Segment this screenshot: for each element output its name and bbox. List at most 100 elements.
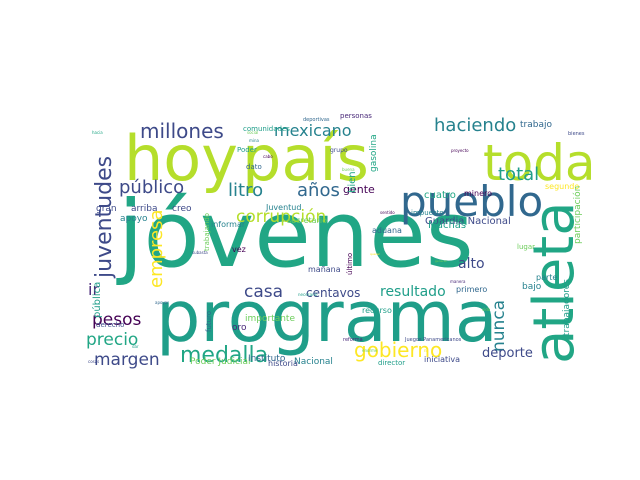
cloud-word: millones [140, 119, 224, 143]
cloud-word: necesario [298, 292, 318, 297]
cloud-word: grupo [330, 147, 348, 154]
cloud-word: juventudes [92, 156, 117, 279]
cloud-word: minero [464, 189, 492, 198]
cloud-word: reforma [343, 337, 363, 343]
cloud-word: manera [450, 279, 466, 284]
cloud-word: lugar [517, 243, 535, 251]
cloud-word: impuesto [411, 209, 444, 217]
cloud-word: casa [244, 282, 283, 302]
cloud-word: medalla [180, 343, 268, 368]
cloud-word: primero [456, 285, 487, 294]
cloud-word: dar [132, 344, 139, 349]
cloud-word: cabo [263, 154, 273, 159]
cloud-word: enorme [362, 348, 378, 353]
cloud-word: sido [482, 307, 491, 312]
cloud-word: país [242, 122, 369, 195]
cloud-word: bienes [568, 131, 585, 137]
cloud-word: historia [268, 359, 298, 368]
cloud-word: gasolina [369, 134, 379, 172]
cloud-word: público [119, 177, 184, 198]
cloud-word: Muchas [428, 220, 466, 231]
cloud-word: nunca [489, 300, 509, 352]
cloud-word: último [346, 253, 354, 275]
cloud-word: Nacional [294, 357, 333, 367]
cloud-word: trabajadores [562, 279, 572, 336]
cloud-word: informar [211, 220, 246, 229]
cloud-word: Instituto [248, 354, 286, 364]
cloud-word: dato [246, 163, 262, 171]
cloud-word: gente [343, 183, 375, 196]
cloud-word: social [247, 130, 258, 135]
cloud-word: mexicano [274, 121, 352, 140]
cloud-word: toda [483, 134, 596, 192]
cloud-word: pesos [92, 310, 142, 330]
cloud-word: oro [232, 323, 247, 333]
cloud-word: bajo [522, 282, 542, 292]
cloud-word: sentido [380, 210, 395, 215]
cloud-word: personas [340, 112, 372, 120]
cloud-word: subasta [192, 250, 208, 255]
cloud-word: vez [232, 245, 246, 254]
cloud-word: trabajando [203, 213, 211, 251]
cloud-word: general [435, 259, 447, 263]
cloud-word: alto [458, 256, 485, 272]
cloud-word: Poder Judicial [190, 357, 250, 367]
cloud-word: hoy [124, 122, 238, 195]
cloud-word: empresa [146, 209, 167, 288]
cloud-word: buena [342, 167, 355, 172]
cloud-word: cosas [88, 359, 99, 364]
cloud-word: programa [156, 276, 498, 358]
cloud-word: apoyo [120, 214, 148, 224]
cloud-word: haciendo [434, 115, 516, 136]
cloud-word: centavos [306, 286, 360, 300]
cloud-word: arriba [131, 204, 158, 214]
cloud-word: mina [249, 138, 260, 143]
cloud-word: iniciativa [424, 355, 460, 364]
cloud-word: precio [86, 330, 138, 350]
cloud-word: Juegos Panamericanos [404, 337, 462, 343]
cloud-word: importante [245, 314, 295, 324]
cloud-word: apoyar [155, 300, 169, 305]
cloud-word: ir [88, 280, 99, 299]
cloud-word: litro [228, 180, 263, 201]
cloud-word: Guardia Nacional [425, 216, 511, 227]
cloud-word: atleta [522, 201, 587, 364]
cloud-word: bien [347, 171, 358, 193]
cloud-word: trabajo [520, 120, 552, 130]
cloud-word: aduana [372, 226, 402, 235]
cloud-word: total [498, 164, 539, 185]
cloud-word: deporte [482, 346, 533, 361]
cloud-word: mañana [308, 265, 341, 274]
cloud-word: recurso [362, 306, 392, 315]
cloud-word: comunidades [243, 125, 290, 133]
cloud-word: participación [572, 186, 583, 244]
cloud-word: derecho [96, 321, 124, 329]
cloud-word: hacia [92, 130, 103, 135]
cloud-word: deportivas [303, 117, 330, 123]
cloud-word: años [297, 180, 340, 201]
cloud-word: jóvenes [116, 181, 474, 288]
cloud-word: querer [370, 252, 381, 256]
cloud-word: cuatro [424, 190, 456, 201]
cloud-word: margen [94, 350, 160, 370]
cloud-word: resultado [380, 284, 446, 300]
cloud-word: creo [172, 204, 192, 214]
cloud-word: parte [536, 273, 557, 282]
cloud-word: proyecto [451, 148, 469, 153]
cloud-word: pública [91, 282, 103, 318]
cloud-word: ni [424, 348, 428, 353]
cloud-word: futuro [205, 311, 213, 332]
cloud-word: secretario [287, 216, 327, 225]
cloud-word: director [378, 359, 405, 367]
cloud-word: segundo [545, 182, 579, 191]
cloud-word: Juventud [265, 203, 301, 212]
cloud-word: gobierno [354, 338, 442, 362]
cloud-word: gran [96, 204, 117, 214]
cloud-word: pueblo [400, 177, 543, 226]
cloud-word: Poder [237, 146, 257, 154]
cloud-word: corrupción [236, 207, 326, 227]
